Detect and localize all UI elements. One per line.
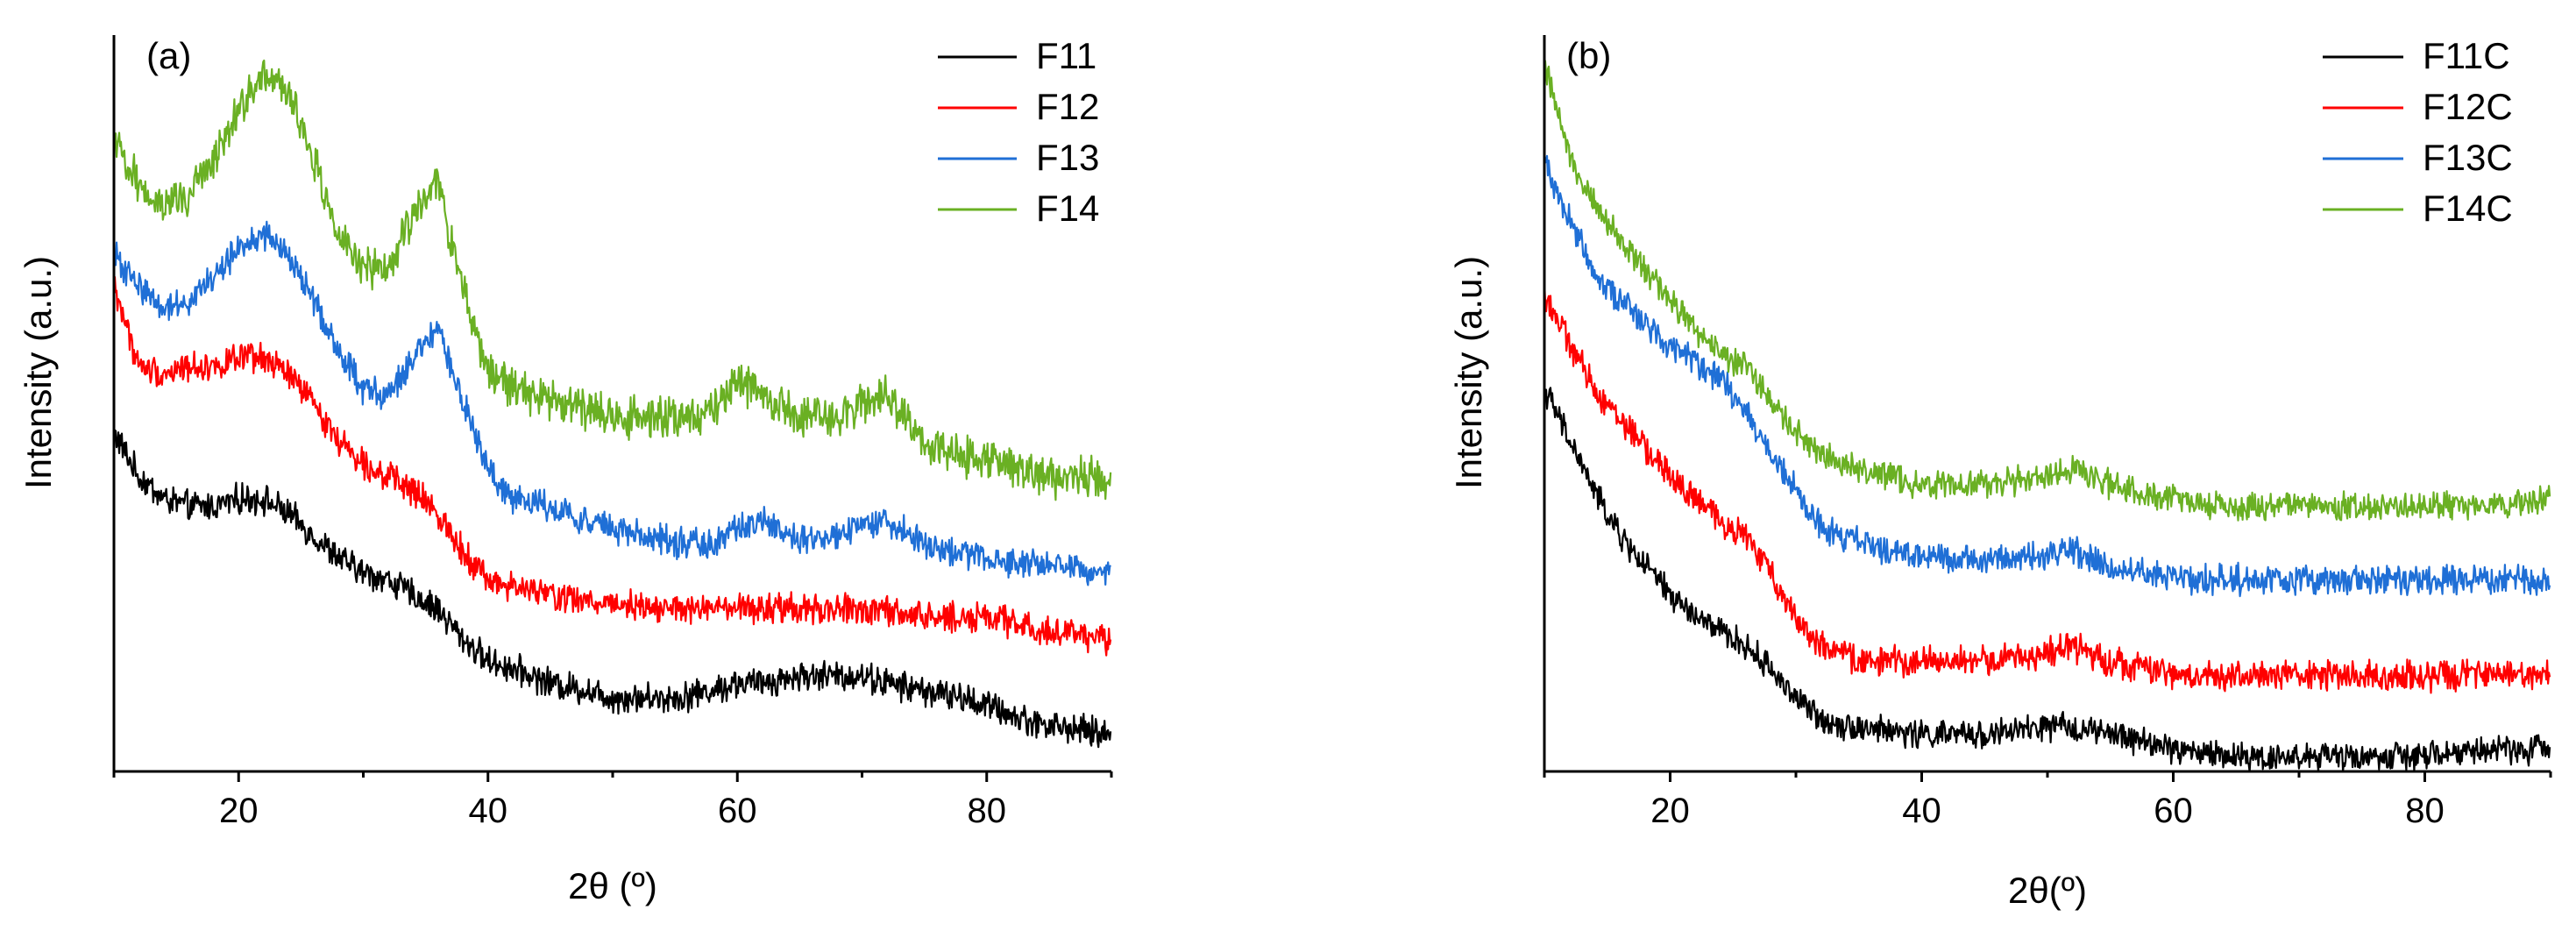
x-tick-label-80: 80	[968, 792, 1007, 830]
legend-label-f11c: F11C	[2423, 35, 2510, 76]
chart-panel-a: (a) 20 40 60 80 2θ (º) Intensity (a.u.) F11…	[18, 35, 1113, 906]
legend-a: F11 F12 F13 F14	[938, 35, 1099, 229]
panel-a-label: (a)	[146, 35, 191, 76]
series-line-f11	[113, 429, 1112, 749]
series-line-f13c	[1543, 152, 2551, 598]
x-tick-label-40: 40	[1902, 792, 1941, 830]
legend-label-f12c: F12C	[2423, 86, 2513, 127]
legend-label-f14: F14	[1036, 188, 1099, 229]
legend-label-f12: F12	[1036, 86, 1099, 127]
y-axis-title-b: Intensity (a.u.)	[1448, 256, 1489, 489]
x-tick-label-80: 80	[2405, 792, 2445, 830]
legend-label-f11: F11	[1036, 35, 1096, 76]
legend-label-f13: F13	[1036, 137, 1099, 178]
series-line-f12c	[1543, 282, 2551, 694]
plot-area-b	[1543, 58, 2551, 773]
x-ticks-a: 20 40 60 80	[112, 771, 1113, 830]
legend-b: F11C F12C F13C F14C	[2323, 35, 2513, 229]
x-tick-label-20: 20	[1650, 792, 1690, 830]
x-tick-label-40: 40	[469, 792, 508, 830]
legend-label-f14c: F14C	[2423, 188, 2513, 229]
x-tick-label-20: 20	[219, 792, 259, 830]
x-tick-label-60: 60	[718, 792, 757, 830]
y-axis-title-a: Intensity (a.u.)	[18, 256, 59, 489]
x-tick-label-60: 60	[2154, 792, 2193, 830]
panel-b-label: (b)	[1566, 35, 1611, 76]
series-line-f14	[112, 59, 1112, 501]
x-axis-title-a: 2θ (º)	[568, 865, 657, 906]
plot-area-a	[112, 59, 1112, 749]
series-line-f13	[112, 220, 1112, 586]
x-axis-title-b: 2θ(º)	[2008, 870, 2087, 911]
series-line-f14c	[1543, 58, 2551, 522]
chart-panel-b: (b) 20 40 60 80 2θ(º) Intensity (a.u.) F11C…	[1448, 35, 2552, 911]
x-ticks-b: 20 40 60 80	[1543, 771, 2552, 830]
legend-label-f13c: F13C	[2423, 137, 2513, 178]
series-line-f11c	[1543, 387, 2551, 773]
series-line-f12	[112, 276, 1112, 657]
